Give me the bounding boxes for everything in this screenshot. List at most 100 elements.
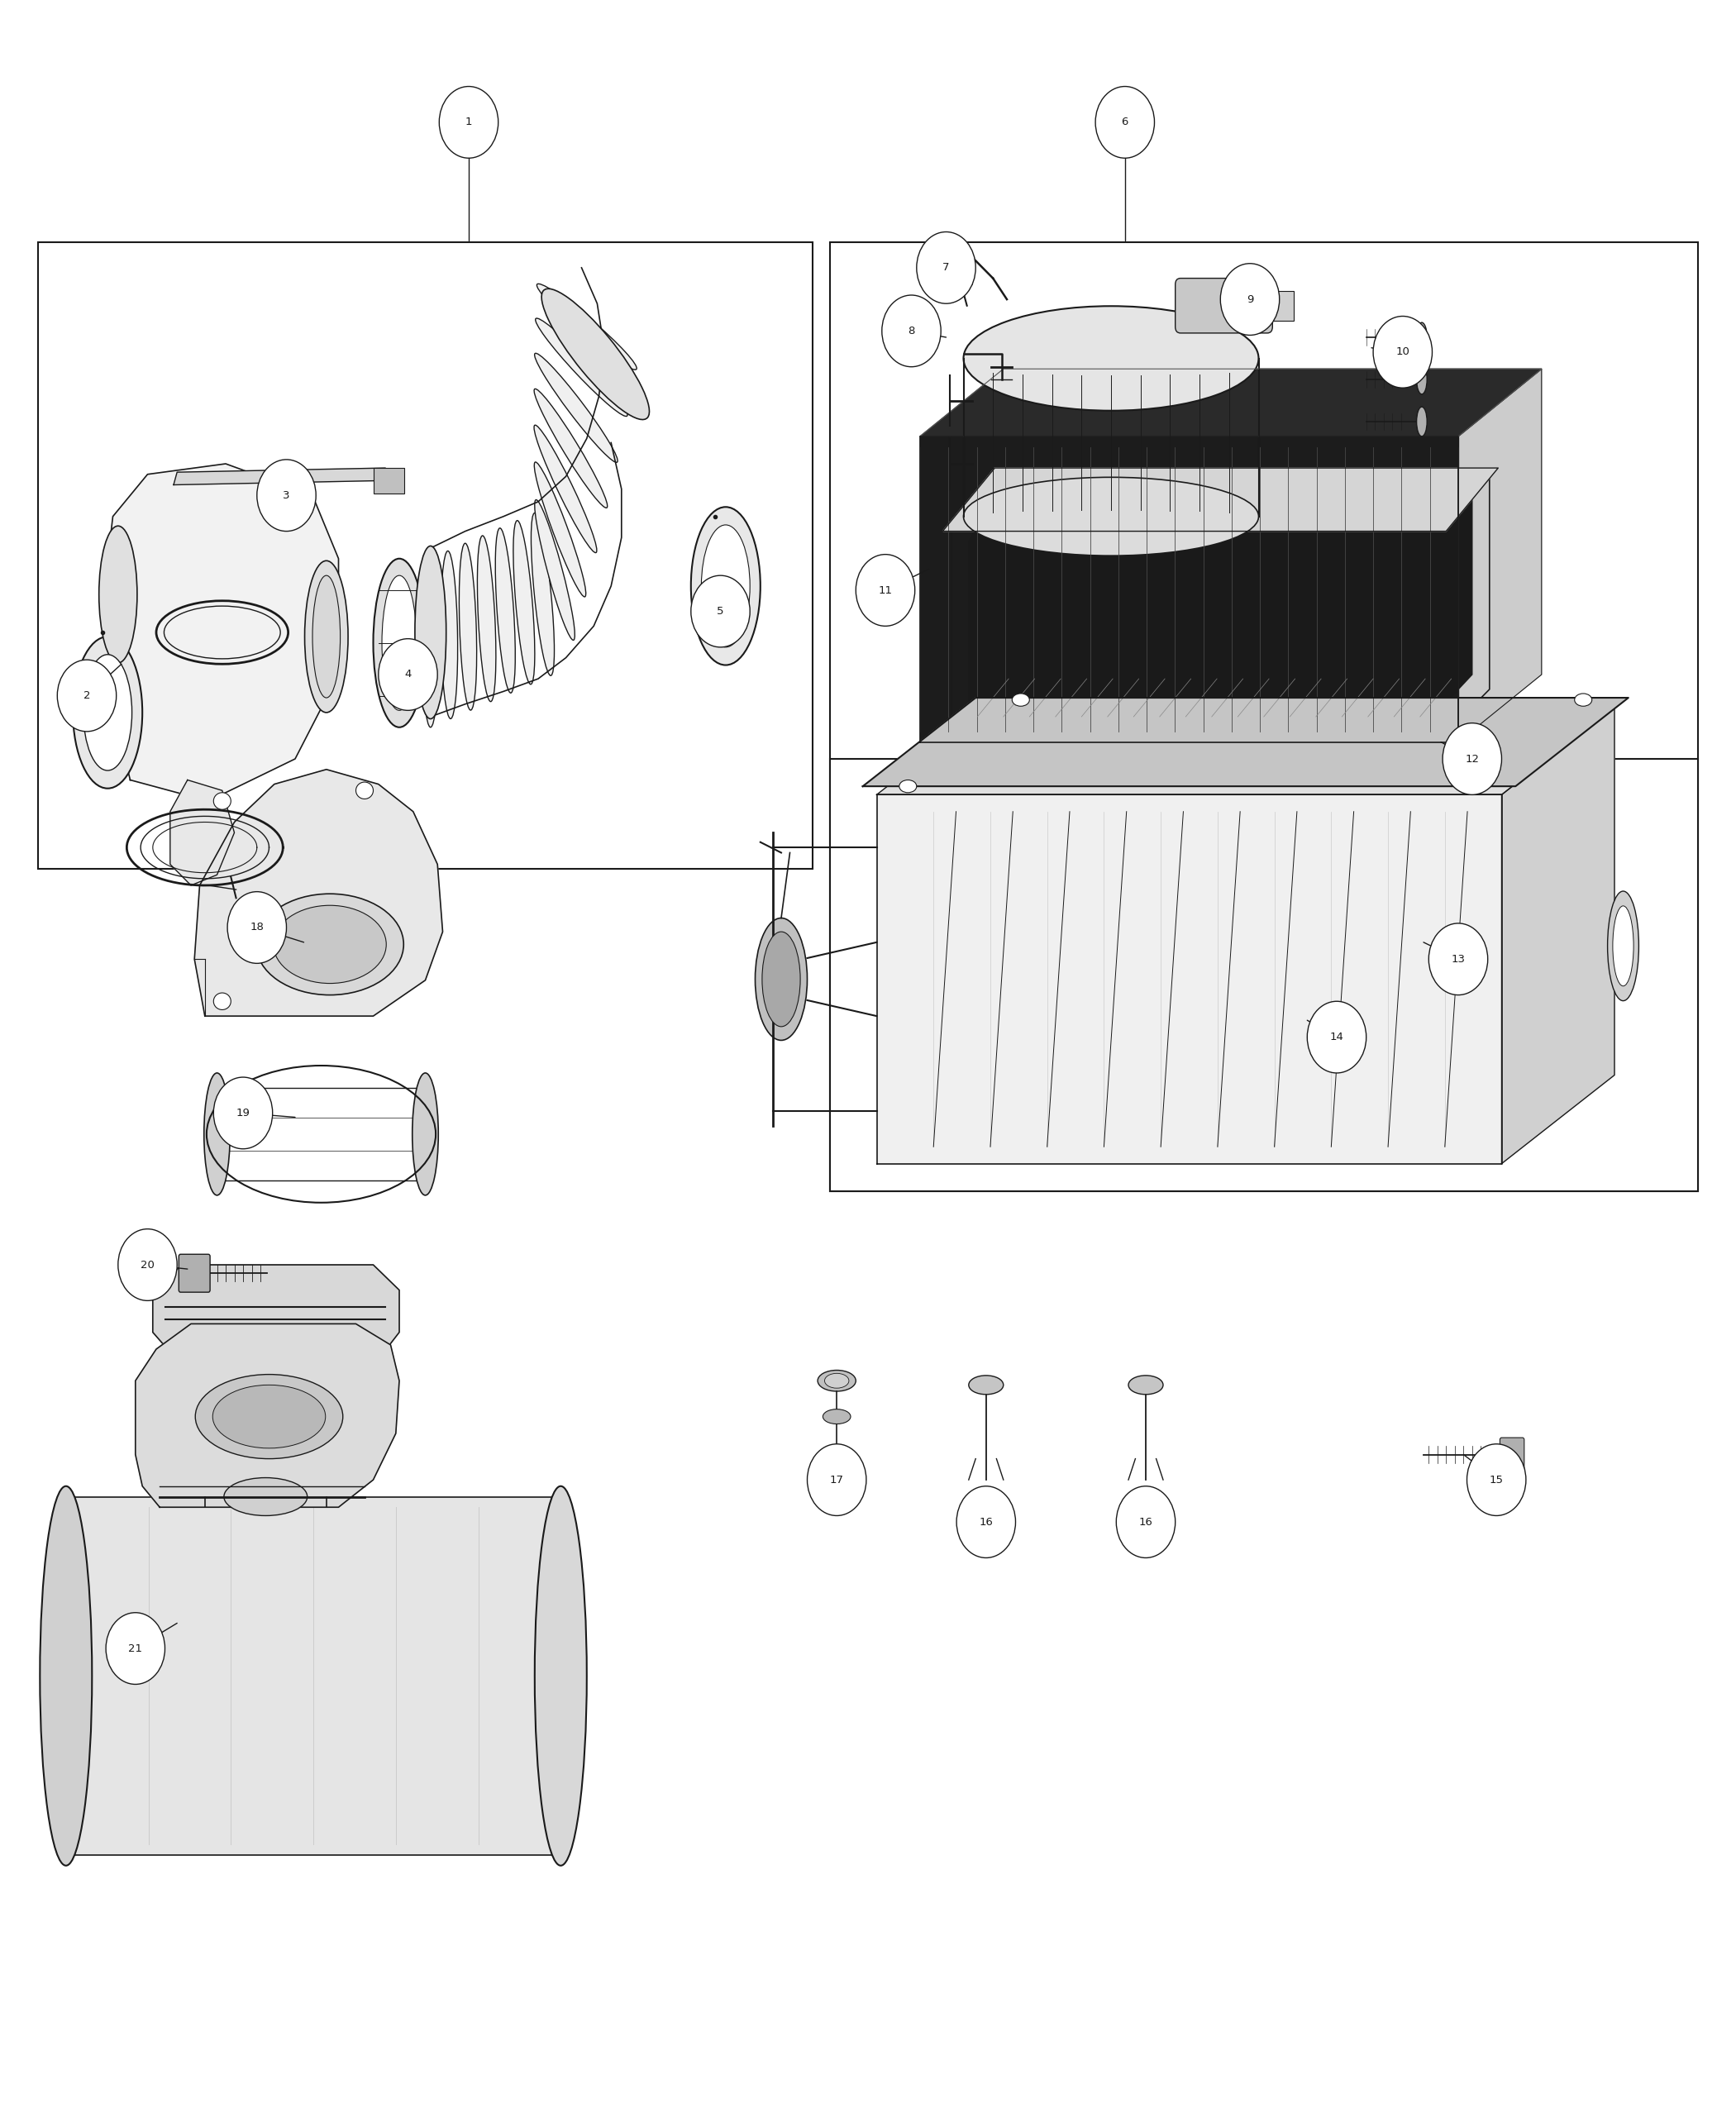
Circle shape [1116, 1486, 1175, 1558]
Ellipse shape [963, 306, 1259, 411]
Ellipse shape [1462, 780, 1479, 793]
Text: 16: 16 [979, 1516, 993, 1528]
Ellipse shape [535, 1486, 587, 1866]
Polygon shape [1458, 369, 1542, 742]
Ellipse shape [1128, 1374, 1163, 1395]
Ellipse shape [899, 780, 917, 793]
Ellipse shape [535, 500, 575, 641]
FancyBboxPatch shape [38, 242, 812, 868]
Circle shape [118, 1229, 177, 1301]
Ellipse shape [1613, 906, 1634, 987]
Ellipse shape [441, 550, 458, 719]
Ellipse shape [356, 782, 373, 799]
Text: 7: 7 [943, 261, 950, 274]
Polygon shape [920, 369, 1542, 436]
Polygon shape [170, 780, 234, 885]
Circle shape [957, 1486, 1016, 1558]
Ellipse shape [205, 1073, 229, 1195]
Ellipse shape [755, 919, 807, 1041]
Ellipse shape [373, 559, 425, 727]
Ellipse shape [458, 544, 477, 710]
Circle shape [439, 86, 498, 158]
FancyBboxPatch shape [1267, 291, 1293, 320]
Ellipse shape [1012, 694, 1029, 706]
Polygon shape [1502, 706, 1614, 1164]
FancyBboxPatch shape [830, 759, 1698, 1191]
Text: 21: 21 [128, 1642, 142, 1655]
Circle shape [1467, 1444, 1526, 1516]
FancyBboxPatch shape [179, 1254, 210, 1292]
FancyBboxPatch shape [1500, 1438, 1524, 1471]
Ellipse shape [415, 546, 446, 719]
Polygon shape [863, 698, 1628, 786]
Ellipse shape [413, 1073, 437, 1195]
Ellipse shape [83, 653, 132, 769]
Ellipse shape [825, 1374, 849, 1387]
Ellipse shape [762, 932, 800, 1027]
Ellipse shape [312, 575, 340, 698]
Ellipse shape [701, 525, 750, 647]
Ellipse shape [536, 285, 637, 369]
Text: 13: 13 [1451, 953, 1465, 965]
Polygon shape [66, 1497, 561, 1855]
Circle shape [257, 460, 316, 531]
FancyBboxPatch shape [373, 468, 404, 493]
Circle shape [856, 554, 915, 626]
Text: 2: 2 [83, 689, 90, 702]
Text: 6: 6 [1121, 116, 1128, 129]
Text: 20: 20 [141, 1258, 155, 1271]
Circle shape [57, 660, 116, 731]
FancyBboxPatch shape [1175, 278, 1272, 333]
FancyBboxPatch shape [830, 242, 1698, 1191]
Polygon shape [174, 468, 385, 485]
Ellipse shape [1608, 892, 1639, 1001]
Ellipse shape [531, 512, 554, 675]
Polygon shape [194, 769, 443, 1016]
Text: 8: 8 [908, 325, 915, 337]
Text: 17: 17 [830, 1473, 844, 1486]
Circle shape [807, 1444, 866, 1516]
Text: 4: 4 [404, 668, 411, 681]
Text: 1: 1 [465, 116, 472, 129]
Ellipse shape [1417, 323, 1427, 352]
Ellipse shape [1417, 365, 1427, 394]
Circle shape [378, 639, 437, 710]
Ellipse shape [194, 1374, 344, 1459]
Polygon shape [969, 493, 1472, 721]
Circle shape [1220, 264, 1279, 335]
Ellipse shape [535, 354, 618, 462]
Ellipse shape [691, 508, 760, 666]
Circle shape [106, 1613, 165, 1684]
Text: 18: 18 [250, 921, 264, 934]
Circle shape [1429, 923, 1488, 995]
Ellipse shape [212, 1385, 326, 1448]
Polygon shape [943, 468, 1498, 531]
Ellipse shape [477, 535, 496, 702]
Circle shape [917, 232, 976, 304]
Text: 5: 5 [717, 605, 724, 618]
Ellipse shape [542, 289, 649, 419]
Circle shape [1373, 316, 1432, 388]
Text: 12: 12 [1465, 753, 1479, 765]
Ellipse shape [514, 521, 535, 685]
Polygon shape [951, 479, 1489, 742]
Text: 10: 10 [1396, 346, 1410, 358]
Ellipse shape [818, 1370, 856, 1391]
Text: 11: 11 [878, 584, 892, 597]
Ellipse shape [306, 561, 347, 713]
Ellipse shape [969, 1374, 1003, 1395]
Text: 19: 19 [236, 1107, 250, 1119]
Text: 3: 3 [283, 489, 290, 502]
Ellipse shape [963, 476, 1259, 557]
Text: 9: 9 [1246, 293, 1253, 306]
Ellipse shape [535, 318, 627, 415]
Circle shape [1307, 1001, 1366, 1073]
Circle shape [227, 892, 286, 963]
Ellipse shape [495, 529, 516, 694]
Text: 15: 15 [1489, 1473, 1503, 1486]
Ellipse shape [382, 575, 417, 710]
Ellipse shape [257, 894, 403, 995]
Ellipse shape [1417, 407, 1427, 436]
Ellipse shape [1575, 694, 1592, 706]
Text: 16: 16 [1139, 1516, 1153, 1528]
